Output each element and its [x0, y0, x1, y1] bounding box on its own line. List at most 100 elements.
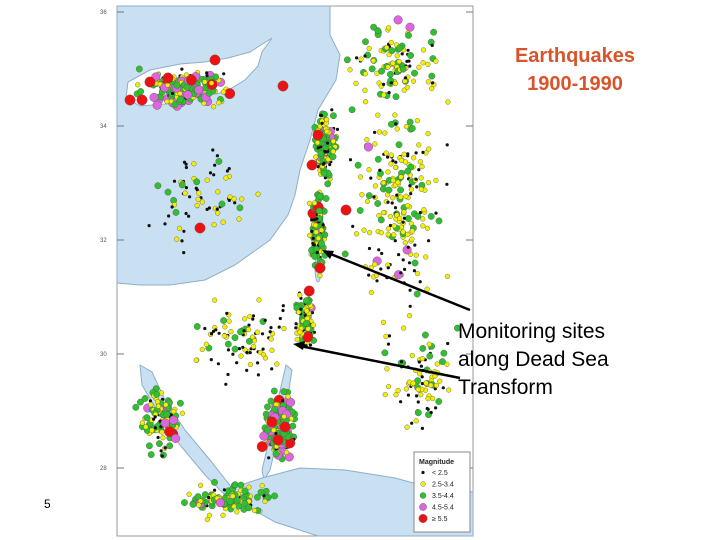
earthquake-marker: [390, 177, 396, 183]
earthquake-marker: [313, 229, 319, 235]
earthquake-marker: [395, 141, 403, 149]
earthquake-marker: [193, 357, 199, 363]
earthquake-marker: [398, 194, 404, 200]
earthquake-marker: [279, 421, 291, 433]
earthquake-marker: [373, 130, 377, 134]
earthquake-marker: [407, 261, 412, 265]
earthquake-marker: [362, 71, 369, 77]
earthquake-marker: [225, 169, 229, 173]
earthquake-marker: [430, 28, 437, 36]
earthquake-marker: [267, 397, 275, 405]
earthquake-marker: [237, 481, 245, 489]
earthquake-marker: [201, 491, 209, 498]
earthquake-marker: [149, 92, 159, 102]
earthquake-marker: [215, 154, 219, 158]
earthquake-marker: [321, 223, 325, 227]
earthquake-marker: [259, 431, 269, 441]
earthquake-marker: [184, 186, 188, 190]
earthquake-marker: [149, 427, 155, 433]
earthquake-marker: [328, 163, 332, 167]
earthquake-marker: [375, 112, 381, 118]
earthquake-marker: [272, 450, 280, 458]
earthquake-markers: [124, 15, 461, 523]
earthquake-marker: [310, 322, 316, 328]
earthquake-marker: [330, 138, 336, 144]
earthquake-marker: [312, 222, 319, 228]
earthquake-marker: [420, 375, 424, 379]
earthquake-marker: [147, 451, 155, 458]
earthquake-marker: [148, 399, 152, 403]
earthquake-marker: [203, 341, 210, 347]
earthquake-marker: [385, 231, 391, 238]
earthquake-marker: [213, 488, 217, 492]
earthquake-marker: [388, 39, 394, 46]
earthquake-marker: [159, 449, 163, 453]
earthquake-marker: [227, 167, 231, 171]
earthquake-marker: [124, 94, 136, 106]
earthquake-marker: [425, 131, 431, 137]
legend-swatch-icon: [421, 470, 425, 475]
earthquake-marker: [363, 54, 367, 58]
earthquake-marker: [215, 157, 223, 165]
earthquake-marker: [324, 180, 332, 188]
earthquake-marker: [415, 185, 419, 189]
earthquake-marker: [242, 347, 248, 353]
earthquake-marker: [418, 175, 424, 181]
earthquake-marker: [406, 313, 413, 319]
earthquake-marker: [302, 297, 310, 305]
earthquake-marker: [306, 200, 313, 207]
earthquake-marker: [388, 47, 396, 54]
earthquake-marker: [397, 215, 403, 222]
earthquake-marker: [401, 209, 407, 215]
earthquake-marker: [257, 488, 265, 496]
earthquake-marker: [316, 146, 320, 150]
earthquake-marker: [378, 67, 385, 75]
earthquake-marker: [170, 91, 175, 96]
earthquake-marker: [411, 155, 417, 161]
legend-swatch-icon: [420, 481, 426, 487]
lat-label-30: 30: [100, 352, 107, 358]
earthquake-marker: [405, 59, 409, 64]
earthquake-marker: [215, 210, 221, 216]
earthquake-marker: [302, 319, 310, 327]
earthquake-marker: [319, 145, 323, 149]
earthquake-marker: [310, 218, 314, 222]
earthquake-marker: [426, 146, 432, 152]
earthquake-marker: [216, 362, 220, 366]
earthquake-marker: [404, 167, 412, 175]
earthquake-marker: [399, 400, 403, 404]
earthquake-marker: [404, 215, 412, 222]
earthquake-marker: [266, 416, 278, 428]
earthquake-marker: [418, 392, 424, 398]
arrowhead-north-icon: [322, 250, 334, 259]
slide-title-line-1: Earthquakes: [514, 45, 636, 67]
earthquake-marker: [362, 38, 369, 46]
earthquake-marker: [152, 417, 156, 421]
earthquake-marker: [398, 157, 405, 163]
earthquake-marker: [433, 58, 439, 64]
earthquake-marker: [381, 349, 389, 357]
earthquake-marker: [421, 207, 427, 213]
earthquake-marker: [237, 328, 244, 336]
earthquake-marker: [220, 89, 227, 95]
earthquake-marker: [165, 82, 171, 88]
earthquake-marker: [314, 140, 321, 146]
earthquake-marker: [270, 387, 278, 395]
earthquake-marker: [246, 484, 252, 490]
earthquake-marker: [226, 497, 234, 505]
earthquake-marker: [272, 434, 284, 446]
earthquake-marker: [285, 394, 291, 400]
earthquake-marker: [413, 418, 419, 424]
slide-number: 5: [44, 497, 51, 511]
earthquake-marker: [224, 382, 228, 386]
lat-label-28: 28: [100, 466, 107, 472]
earthquake-marker: [417, 360, 421, 364]
earthquake-marker: [245, 368, 249, 372]
earthquake-marker: [320, 169, 328, 177]
earthquake-marker: [215, 207, 219, 211]
earthquake-marker: [400, 229, 406, 235]
earthquake-marker: [171, 202, 178, 208]
earthquake-marker: [354, 161, 362, 169]
earthquake-marker: [413, 252, 419, 258]
earthquake-marker: [215, 498, 225, 508]
